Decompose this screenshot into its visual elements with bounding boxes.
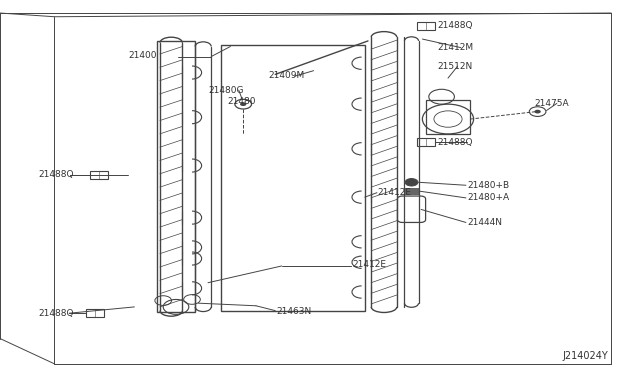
Bar — [157, 41, 195, 312]
Text: 21463N: 21463N — [276, 307, 312, 316]
Text: J214024Y: J214024Y — [563, 351, 608, 361]
Bar — [90, 171, 108, 179]
Text: 21412M: 21412M — [438, 43, 474, 52]
Bar — [417, 138, 435, 146]
Text: 21400: 21400 — [128, 51, 157, 60]
Text: 21475A: 21475A — [534, 99, 569, 108]
Bar — [404, 188, 419, 194]
Text: 21488Q: 21488Q — [438, 21, 473, 30]
Text: 21409M: 21409M — [269, 71, 305, 80]
Bar — [417, 22, 435, 30]
Text: 21480G: 21480G — [208, 86, 243, 94]
Circle shape — [405, 179, 418, 186]
Text: 21480: 21480 — [227, 97, 256, 106]
Text: 21412E: 21412E — [378, 188, 412, 197]
Text: 21412E: 21412E — [352, 260, 386, 269]
Text: 21512N: 21512N — [438, 62, 473, 71]
Text: 21480+B: 21480+B — [467, 181, 509, 190]
Bar — [86, 309, 104, 317]
Circle shape — [240, 102, 246, 106]
Text: 21488Q: 21488Q — [38, 309, 74, 318]
Text: 21488Q: 21488Q — [38, 170, 74, 179]
Text: 21480+A: 21480+A — [467, 193, 509, 202]
Text: 21488Q: 21488Q — [438, 138, 473, 147]
Text: 21444N: 21444N — [467, 218, 502, 227]
Circle shape — [534, 110, 541, 113]
